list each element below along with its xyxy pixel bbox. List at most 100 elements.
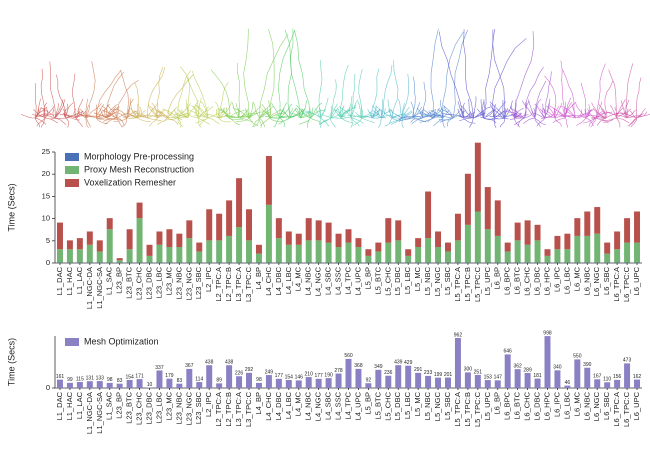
x-tick-label: L3_TPC:A — [234, 392, 243, 427]
neuron — [347, 69, 376, 126]
neuron — [333, 64, 357, 124]
x-tick-label: L23_BTC — [125, 266, 134, 298]
bar-segment — [335, 233, 342, 248]
bar-segment — [395, 240, 402, 263]
x-tick-label: L5_BP — [363, 392, 372, 415]
x-tick-label: L23_SBC — [194, 391, 203, 424]
x-tick-label: L5_TPC:A — [453, 267, 462, 302]
data-label: 439 — [394, 360, 403, 366]
bar-segment — [355, 247, 362, 263]
x-tick-label: L4_NBC — [304, 391, 313, 420]
x-tick-label: L6_BTC — [513, 391, 522, 419]
bar-segment — [454, 240, 461, 263]
bar — [166, 378, 173, 388]
bar-segment — [355, 238, 362, 248]
x-tick-label: L2_IPC — [204, 391, 213, 417]
x-tick-label: L6_NGC — [592, 266, 601, 296]
y-tick-label: 15 — [42, 191, 50, 200]
data-label: 83 — [117, 378, 123, 384]
x-tick-label: L4_SBC — [324, 266, 333, 295]
x-tick-label: L6_IPC — [552, 391, 561, 417]
legend-swatch — [65, 153, 79, 161]
neuron — [112, 70, 138, 128]
bar — [375, 369, 382, 388]
neuron — [260, 29, 286, 127]
x-tick-label: L6_LBC — [562, 266, 571, 294]
bar-segment — [594, 233, 601, 263]
neuron — [302, 60, 330, 128]
x-tick-label: L5_UPC — [483, 266, 492, 295]
x-tick-label: L1_NGC-SA — [95, 267, 104, 309]
data-label: 156 — [613, 374, 622, 380]
bar-segment — [56, 249, 63, 263]
bar-segment — [116, 258, 123, 261]
bar-segment — [634, 211, 641, 243]
data-label: 114 — [195, 376, 203, 382]
x-tick-label: L5_NGC — [433, 391, 442, 421]
bar-segment — [325, 222, 332, 243]
bar-segment — [574, 235, 581, 263]
data-label: 46 — [565, 380, 571, 386]
bar-segment — [76, 249, 83, 263]
bar-segment — [474, 211, 481, 263]
bar — [355, 368, 362, 388]
data-label: 115 — [76, 376, 84, 382]
x-tick-label: L1_DAC — [55, 391, 64, 420]
x-tick-label: L6_MC — [572, 391, 581, 416]
bar — [216, 383, 223, 388]
bar-segment — [206, 240, 213, 263]
bar — [524, 372, 531, 388]
neuron — [362, 68, 387, 119]
bar-segment — [126, 249, 133, 263]
bar-segment — [484, 187, 491, 230]
x-tick-label: L4_SSC — [334, 391, 343, 420]
x-tick-label: L6_UPC — [632, 266, 641, 295]
bar — [405, 365, 412, 388]
bar-segment — [504, 242, 511, 252]
bar-segment — [126, 229, 133, 250]
data-label: 153 — [484, 374, 493, 380]
neuron — [419, 28, 446, 123]
data-label: 289 — [523, 367, 532, 373]
bar — [435, 377, 442, 388]
neuron — [458, 29, 491, 128]
bar-segment — [86, 244, 93, 263]
bar-segment — [464, 224, 471, 263]
x-tick-label: L3_TPC:A — [234, 267, 243, 302]
x-tick-label: L23_CHC — [135, 266, 144, 300]
x-tick-label: L4_NGC — [314, 266, 323, 296]
bar-segment — [385, 242, 392, 263]
x-tick-label: L6_BTC — [513, 266, 522, 294]
bar-segment — [315, 240, 322, 263]
data-label: 154 — [125, 374, 134, 380]
bar-segment — [614, 231, 621, 250]
data-label: 278 — [334, 368, 343, 374]
legend-label: Voxelization Remesher — [84, 177, 176, 187]
x-tick-label: L23_MC — [164, 266, 173, 295]
bar-segment — [345, 242, 352, 263]
legend-swatch — [65, 166, 79, 174]
x-tick-label: L6_NBC — [582, 391, 591, 420]
bar-segment — [76, 238, 83, 250]
bar-segment — [116, 260, 123, 263]
bar — [554, 370, 561, 388]
bar-segment — [146, 244, 153, 256]
neuron — [389, 73, 413, 128]
bar — [365, 383, 372, 388]
x-tick-label: L2_TPC:B — [224, 392, 233, 427]
bar-segment — [624, 242, 631, 263]
bar — [226, 365, 233, 388]
bar-segment — [285, 244, 292, 263]
bar-segment — [534, 240, 541, 263]
data-label: 177 — [275, 373, 284, 379]
bar-segment — [136, 218, 143, 263]
bar-segment — [564, 249, 571, 263]
neuron — [149, 74, 194, 126]
data-label: 291 — [414, 367, 423, 373]
x-tick-label: L5_NBC — [423, 266, 432, 295]
x-tick-label: L6_SBC — [602, 391, 611, 420]
bar — [494, 380, 501, 388]
neuron — [224, 62, 258, 122]
x-tick-label: L6_CHC — [523, 266, 532, 295]
bar-segment — [255, 244, 262, 254]
